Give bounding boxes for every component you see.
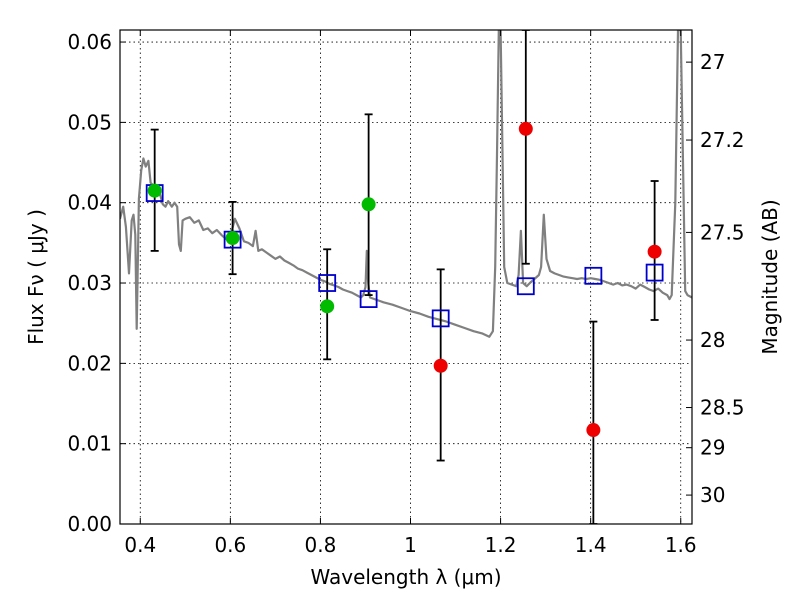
model-photometry-square [645,263,664,282]
model-photometry-square [359,290,378,308]
y2-tick-label: 30 [700,483,725,507]
x-tick-label: 0.4 [124,533,156,557]
grid-lines [120,30,692,525]
model-photometry-square [584,266,603,285]
x-tick-label: 1 [404,533,417,557]
detected-point [147,183,162,198]
x-tick-label: 0.8 [305,533,337,557]
plot-frame [119,29,693,525]
y-tick-label: 0.00 [67,512,112,536]
detected-point [225,231,240,246]
y2-tick-label: 27.5 [700,220,745,244]
plot-data [120,30,692,524]
x-tick-label: 0.6 [214,533,246,557]
model-photometry-square [318,274,337,292]
detected-point [320,299,335,314]
y2-tick-label: 29 [700,436,725,460]
y-tick-label: 0.06 [67,30,112,54]
axis-ticks: 0.4 0.6 0.8 1 1.2 1.4 1.6 0.00 0.01 0.02 0.03 0.04 0… [67,30,745,557]
y2-tick-label: 28.5 [700,396,745,420]
y-tick-label: 0.04 [67,191,112,215]
y-axis-title: Flux Fν ( μJy ) [24,209,48,345]
error-bar [589,320,598,524]
y2-tick-label: 27.2 [700,128,745,152]
y-tick-label: 0.05 [67,110,112,134]
x-tick-label: 1.4 [575,533,607,557]
marginal-point [586,423,601,438]
y2-axis-title: Magnitude (AB) [758,199,782,354]
spectrum-line [120,30,692,338]
y2-tick-label: 27 [700,50,725,74]
detected-point [361,197,376,212]
y-tick-label: 0.02 [67,351,112,375]
x-axis-title: Wavelength λ (μm) [310,565,501,589]
x-tick-label: 1.6 [665,533,697,557]
y-tick-label: 0.03 [67,271,112,295]
marginal-point [647,244,662,259]
model-photometry-square [431,309,450,328]
error-bar [521,30,530,265]
y2-tick-label: 28 [700,328,725,352]
marginal-point [433,358,448,373]
marginal-point [518,121,533,136]
x-tick-label: 1.2 [485,533,517,557]
model-photometry-square [516,277,535,296]
y-tick-label: 0.01 [67,432,112,456]
